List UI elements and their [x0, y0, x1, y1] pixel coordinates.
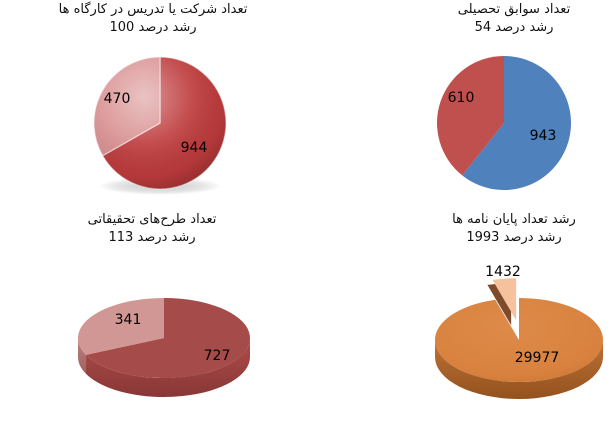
chart-title-text: تعداد سوابق تحصیلی [457, 2, 571, 17]
pie-slice [434, 298, 603, 382]
chart-title-theses: رشد تعداد پایان نامه ها رشد درصد 1993 [384, 211, 613, 247]
pie-side-wall [435, 340, 603, 399]
chart-title-education-records: تعداد سوابق تحصیلی رشد درصد 54 [384, 1, 613, 37]
chart-growth-text: رشد درصد 54 [474, 20, 554, 35]
pie-data-label: 727 [204, 348, 231, 364]
chart-title-text: تعداد شرکت یا تدریس در کارگاه ها [58, 2, 248, 17]
pie-data-label: 470 [104, 91, 131, 107]
pie-gloss-overlay [94, 57, 226, 189]
pie-slice [86, 298, 250, 378]
chart-title-research-projects: تعداد طرح‌های تحقیقاتی رشد درصد 113 [22, 211, 282, 247]
pie-slice [437, 56, 504, 176]
pie-data-label: 1432 [485, 264, 521, 280]
pie-slice [77, 298, 164, 355]
chart-growth-text: رشد درصد 113 [108, 230, 196, 245]
chart-growth-text: رشد درصد 100 [109, 20, 197, 35]
chart-title-text: تعداد طرح‌های تحقیقاتی [87, 212, 217, 227]
pie-data-label: 29977 [515, 350, 560, 366]
pie-side-wall [86, 338, 251, 397]
pie-data-label: 610 [448, 90, 475, 106]
chart-title-workshops: تعداد شرکت یا تدریس در کارگاه ها رشد درص… [23, 1, 283, 37]
pie-slice [492, 278, 517, 321]
pie-side-wall [78, 338, 87, 374]
chart-title-text: رشد تعداد پایان نامه ها [452, 212, 576, 227]
chart-growth-text: رشد درصد 1993 [466, 230, 562, 245]
pie-data-label: 943 [530, 128, 557, 144]
pie-data-label: 341 [115, 312, 142, 328]
pie-slice [462, 56, 571, 191]
pie-data-label: 944 [181, 140, 208, 156]
